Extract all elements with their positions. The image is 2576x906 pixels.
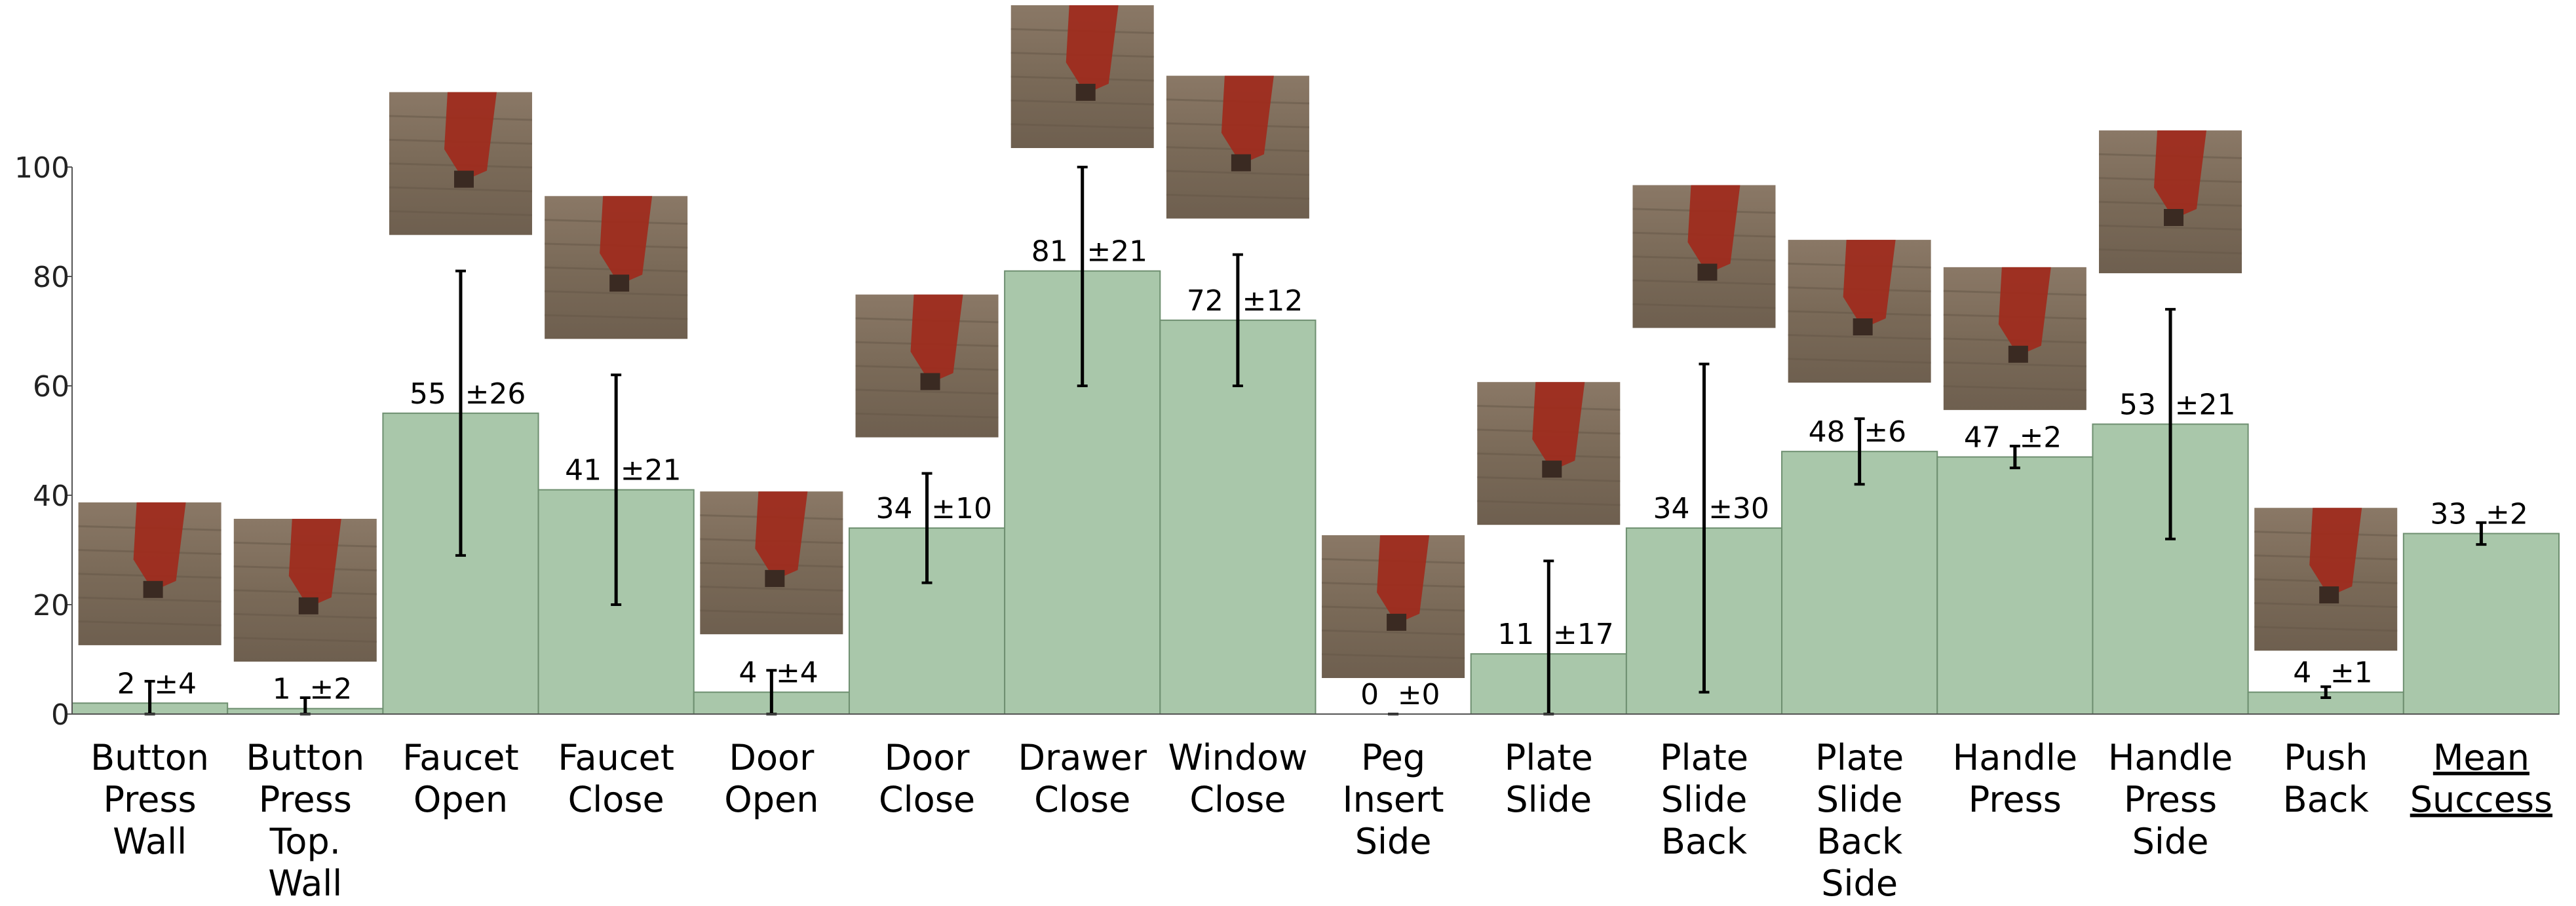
category-label: Push Back (2283, 737, 2370, 820)
value-label: 1 (273, 673, 291, 706)
category-label: Plate Slide Back Side (1815, 737, 1904, 904)
task-thumbnail (78, 502, 221, 645)
y-tick-label: 0 (51, 698, 69, 732)
y-tick-label: 100 (14, 151, 69, 185)
category-label: Plate Slide (1505, 737, 1593, 820)
value-label: 53 (2119, 388, 2156, 421)
error-label: ±21 (2175, 388, 2236, 421)
error-label: ±2 (2486, 497, 2528, 531)
error-bar (611, 373, 622, 606)
value-label: 72 (1187, 284, 1223, 318)
value-label: 47 (1964, 421, 2001, 455)
error-label: ±21 (1086, 235, 1147, 269)
task-thumbnail (1788, 240, 1931, 383)
category-label: Faucet Open (402, 737, 519, 820)
task-thumbnail (700, 491, 843, 635)
category-label: Plate Slide Back (1660, 737, 1748, 862)
error-label: ±26 (465, 377, 526, 411)
error-bar (1077, 166, 1088, 387)
bar (2402, 533, 2560, 715)
error-label: ±30 (1708, 492, 1769, 525)
task-thumbnail (389, 92, 533, 235)
error-label: ±4 (776, 656, 818, 690)
category-label: Drawer Close (1018, 737, 1147, 820)
y-tick-label: 40 (33, 480, 69, 513)
value-label: 34 (876, 492, 913, 525)
category-label: Window Close (1168, 737, 1307, 820)
category-label: Door Open (724, 737, 818, 820)
value-label: 4 (2293, 656, 2311, 690)
error-label: ±2 (2019, 421, 2062, 455)
error-label: ±1 (2330, 656, 2373, 690)
y-tick-label: 20 (33, 589, 69, 622)
error-bar (1699, 362, 1710, 694)
value-label: 33 (2430, 497, 2467, 531)
task-thumbnail (2254, 508, 2398, 651)
error-bar (921, 472, 932, 584)
value-label: 81 (1031, 235, 1068, 269)
error-label: ±6 (1864, 415, 1906, 449)
value-label: 48 (1809, 415, 1845, 449)
task-thumbnail (233, 518, 377, 662)
error-label: ±4 (154, 667, 197, 700)
category-label: Door Close (879, 737, 975, 820)
error-bar (2320, 685, 2332, 699)
bar (1936, 456, 2094, 715)
value-label: 55 (410, 377, 446, 411)
value-label: 34 (1653, 492, 1689, 525)
error-label: ±17 (1553, 618, 1614, 651)
error-bar (2009, 444, 2020, 470)
category-label: Faucet Close (558, 737, 674, 820)
task-thumbnail (1632, 185, 1776, 328)
category-label: Mean Success (2410, 737, 2552, 820)
task-thumbnail (855, 294, 999, 438)
value-label: 11 (1497, 618, 1534, 651)
category-label: Handle Press (1953, 737, 2077, 820)
error-label: ±0 (1398, 678, 1440, 711)
task-thumbnail (1322, 535, 1465, 678)
category-label: Peg Insert Side (1343, 737, 1444, 862)
task-thumbnail (1166, 75, 1309, 219)
task-thumbnail (1010, 5, 1154, 148)
category-label: Button Press Top. Wall (246, 737, 364, 904)
category-label: Handle Press Side (2108, 737, 2233, 862)
value-label: 4 (739, 656, 757, 690)
error-label: ±10 (931, 492, 992, 525)
error-label: ±2 (309, 673, 352, 706)
task-thumbnail (1477, 382, 1621, 525)
value-label: 2 (117, 667, 136, 700)
error-bar (1854, 417, 1865, 486)
task-thumbnail (1943, 267, 2086, 410)
error-label: ±12 (1242, 284, 1303, 318)
task-thumbnail (2098, 130, 2242, 274)
error-bar (1232, 253, 1243, 387)
error-bar (455, 269, 466, 557)
bar (1781, 451, 1938, 715)
category-label: Button Press Wall (90, 737, 209, 862)
task-thumbnail (545, 196, 688, 339)
y-tick-label: 80 (33, 261, 69, 294)
value-label: 41 (565, 454, 602, 487)
error-label: ±21 (621, 454, 682, 487)
error-bar (2476, 521, 2487, 546)
error-bar (2165, 308, 2176, 540)
value-label: 0 (1360, 678, 1379, 711)
y-tick-label: 60 (33, 370, 69, 404)
